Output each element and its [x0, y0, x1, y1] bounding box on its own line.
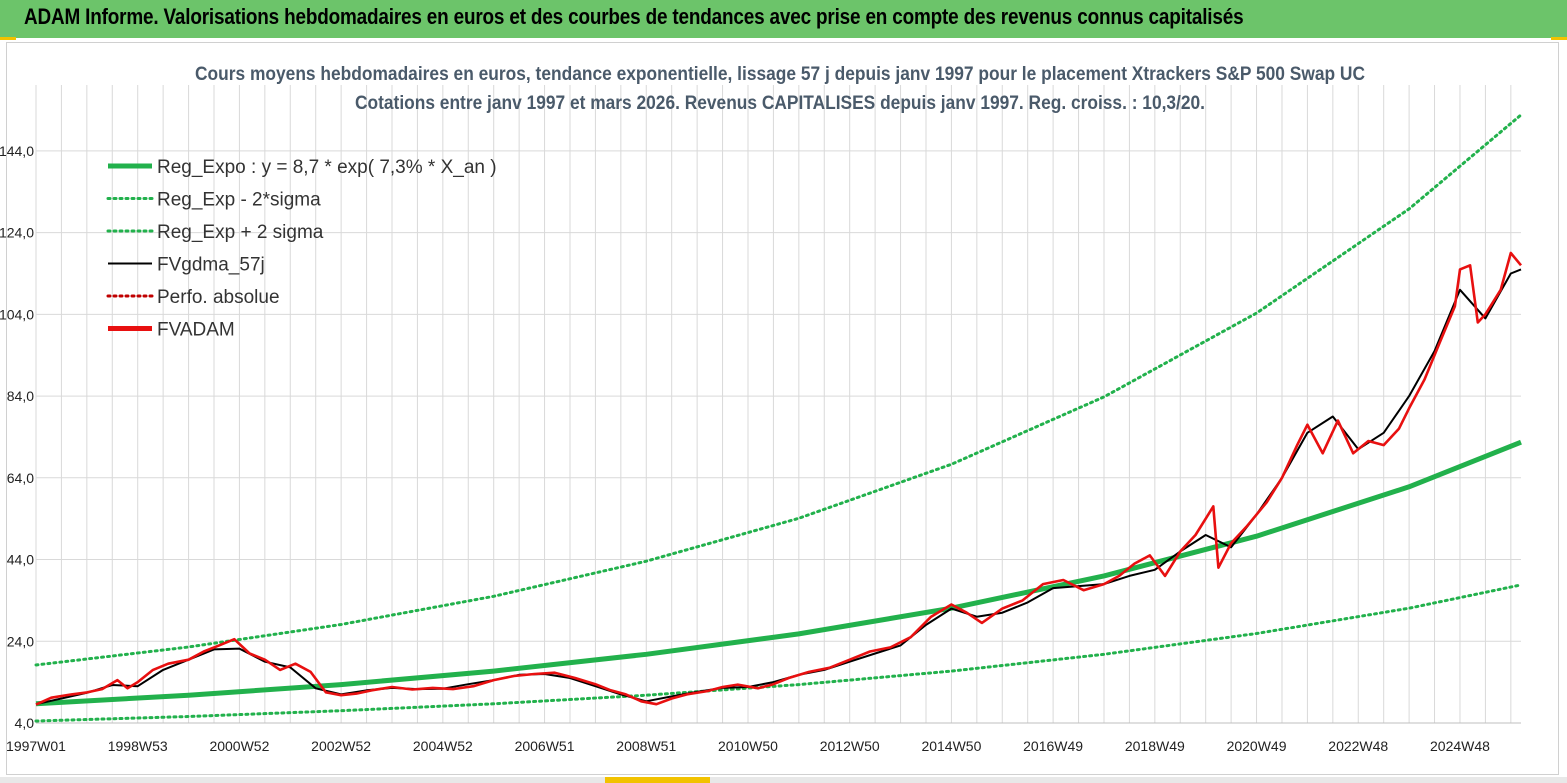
x-tick-label: 2004W52	[413, 738, 473, 754]
legend-label: Reg_Exp + 2 sigma	[157, 222, 324, 243]
x-tick-label: 2020W49	[1227, 738, 1287, 754]
y-tick-label: 124,0	[0, 225, 34, 241]
y-tick-label: 144,0	[0, 143, 34, 159]
y-tick-label: 64,0	[7, 470, 34, 486]
legend-label: FVADAM	[157, 320, 235, 341]
bottom-strip	[0, 777, 1567, 783]
series-line-5	[35, 251, 1523, 706]
plot-frame	[6, 42, 1559, 775]
chart-title-line-1: Cours moyens hebdomadaires en euros, ten…	[195, 64, 1365, 85]
series-layer	[34, 113, 1523, 723]
accent-right	[1551, 37, 1567, 40]
x-tick-label: 2000W52	[209, 738, 269, 754]
legend: Reg_Expo : y = 8,7 * exp( 7,3% * X_an ) R…	[106, 157, 497, 341]
y-tick-label: 104,0	[0, 306, 34, 322]
x-tick-label: 2018W49	[1125, 738, 1185, 754]
x-tick-label: 2024W48	[1430, 738, 1490, 754]
x-tick-label: 2016W49	[1023, 738, 1083, 754]
legend-label: Reg_Expo : y = 8,7 * exp( 7,3% * X_an )	[157, 157, 497, 178]
legend-label: Perfo. absolue	[157, 287, 280, 308]
header-bar: ADAM Informe. Valorisations hebdomadaire…	[0, 0, 1567, 38]
x-tick-label: 2012W50	[820, 738, 880, 754]
grid-layer	[35, 85, 1521, 724]
x-tick-label: 2014W50	[921, 738, 981, 754]
x-tick-label: 2008W51	[616, 738, 676, 754]
header-title: ADAM Informe. Valorisations hebdomadaire…	[24, 4, 1244, 29]
x-tick-label: 2010W50	[718, 738, 778, 754]
x-tick-label: 2002W52	[311, 738, 371, 754]
chart-title-line-2: Cotations entre janv 1997 et mars 2026. …	[355, 93, 1205, 114]
series-line-0	[35, 439, 1522, 707]
axis-layer: 4,0 24,0 44,0 64,0 84,0 104,0 124,0 144,0 1997W0…	[0, 143, 1490, 754]
legend-label: Reg_Exp - 2*sigma	[157, 190, 321, 211]
legend-label: FVgdma_57j	[157, 255, 265, 276]
series-line-1	[34, 583, 1523, 723]
accent-left	[0, 37, 16, 40]
x-tick-label: 1997W01	[6, 738, 66, 754]
bottom-accent	[605, 777, 710, 783]
x-tick-label: 2022W48	[1328, 738, 1388, 754]
y-tick-label: 84,0	[7, 388, 34, 404]
y-tick-label: 24,0	[7, 633, 34, 649]
x-tick-label: 2006W51	[515, 738, 575, 754]
y-tick-label: 44,0	[7, 552, 34, 568]
x-tick-label: 1998W53	[108, 738, 168, 754]
y-tick-label: 4,0	[15, 715, 35, 731]
